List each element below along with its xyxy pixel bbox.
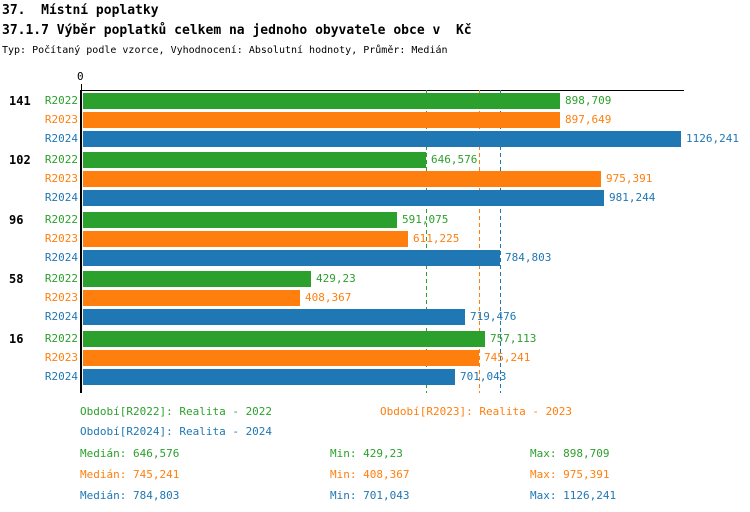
bar-row-label-r2022: R2022 — [44, 94, 78, 107]
bar-r2024-group-58 — [83, 309, 465, 325]
axis-zero-tick — [81, 84, 82, 91]
bar-row-label-r2023: R2023 — [44, 232, 78, 245]
x-axis-line — [81, 90, 684, 91]
bar-r2022-group-141 — [83, 93, 560, 109]
bar-value-label: 784,803 — [505, 251, 552, 264]
bar-value-label: 757,113 — [490, 332, 537, 345]
bar-row-label-r2024: R2024 — [44, 191, 78, 204]
bar-value-label: 1126,241 — [686, 132, 739, 145]
group-label-16: 16 — [9, 332, 24, 346]
bar-r2022-group-102 — [83, 152, 426, 168]
chart-meta-info: Typ: Počítaný podle vzorce, Vyhodnocení:… — [2, 45, 448, 56]
bar-row-label-r2024: R2024 — [44, 310, 78, 323]
bar-row-label-r2022: R2022 — [44, 272, 78, 285]
y-axis-line — [80, 90, 82, 393]
median-line-r2022 — [426, 90, 427, 393]
bar-r2023-group-58 — [83, 290, 300, 306]
axis-zero-label: 0 — [77, 70, 84, 83]
bar-value-label: 745,241 — [484, 351, 531, 364]
stat-median-r2024: Medián: 784,803 — [80, 489, 180, 502]
legend-item-r2022: Období[R2022]: Realita - 2022 — [80, 405, 273, 418]
bar-r2024-group-16 — [83, 369, 455, 385]
median-line-r2024 — [500, 90, 501, 393]
bar-value-label: 897,649 — [565, 113, 612, 126]
bar-row-label-r2023: R2023 — [44, 172, 78, 185]
stat-max-r2024: Max: 1126,241 — [530, 489, 617, 502]
bar-value-label: 701,043 — [460, 370, 507, 383]
bar-value-label: 975,391 — [606, 172, 653, 185]
bar-value-label: 646,576 — [431, 153, 478, 166]
stat-min-r2024: Min: 701,043 — [330, 489, 410, 502]
page-title: 37. Místní poplatky — [2, 3, 159, 18]
group-label-141: 141 — [9, 94, 31, 108]
bar-row-label-r2023: R2023 — [44, 351, 78, 364]
stat-median-r2022: Medián: 646,576 — [80, 447, 180, 460]
bar-r2023-group-96 — [83, 231, 408, 247]
stat-median-r2023: Medián: 745,241 — [80, 468, 180, 481]
bar-r2022-group-96 — [83, 212, 397, 228]
legend-item-r2023: Období[R2023]: Realita - 2023 — [380, 405, 573, 418]
bar-value-label: 611,225 — [413, 232, 460, 245]
bar-r2023-group-102 — [83, 171, 601, 187]
bar-r2023-group-16 — [83, 350, 479, 366]
group-label-102: 102 — [9, 153, 31, 167]
stat-max-r2022: Max: 898,709 — [530, 447, 610, 460]
bar-row-label-r2024: R2024 — [44, 251, 78, 264]
bar-r2024-group-102 — [83, 190, 604, 206]
bar-value-label: 591,075 — [402, 213, 449, 226]
bar-value-label: 898,709 — [565, 94, 612, 107]
bar-row-label-r2024: R2024 — [44, 370, 78, 383]
bar-row-label-r2022: R2022 — [44, 332, 78, 345]
bar-value-label: 719,476 — [470, 310, 517, 323]
group-label-58: 58 — [9, 272, 24, 286]
bar-value-label: 408,367 — [305, 291, 352, 304]
bar-row-label-r2023: R2023 — [44, 113, 78, 126]
bar-r2023-group-141 — [83, 112, 560, 128]
bar-r2024-group-96 — [83, 250, 500, 266]
stat-max-r2023: Max: 975,391 — [530, 468, 610, 481]
median-line-r2023 — [479, 90, 480, 393]
chart-title: 37.1.7 Výběr poplatků celkem na jednoho … — [2, 23, 472, 38]
bar-row-label-r2022: R2022 — [44, 213, 78, 226]
bar-row-label-r2024: R2024 — [44, 132, 78, 145]
bar-r2024-group-141 — [83, 131, 681, 147]
bar-row-label-r2022: R2022 — [44, 153, 78, 166]
bar-value-label: 981,244 — [609, 191, 656, 204]
legend-item-r2024: Období[R2024]: Realita - 2024 — [80, 425, 273, 438]
bar-row-label-r2023: R2023 — [44, 291, 78, 304]
bar-r2022-group-16 — [83, 331, 485, 347]
group-label-96: 96 — [9, 213, 24, 227]
bar-r2022-group-58 — [83, 271, 311, 287]
stat-min-r2022: Min: 429,23 — [330, 447, 403, 460]
bar-value-label: 429,23 — [316, 272, 356, 285]
stat-min-r2023: Min: 408,367 — [330, 468, 410, 481]
